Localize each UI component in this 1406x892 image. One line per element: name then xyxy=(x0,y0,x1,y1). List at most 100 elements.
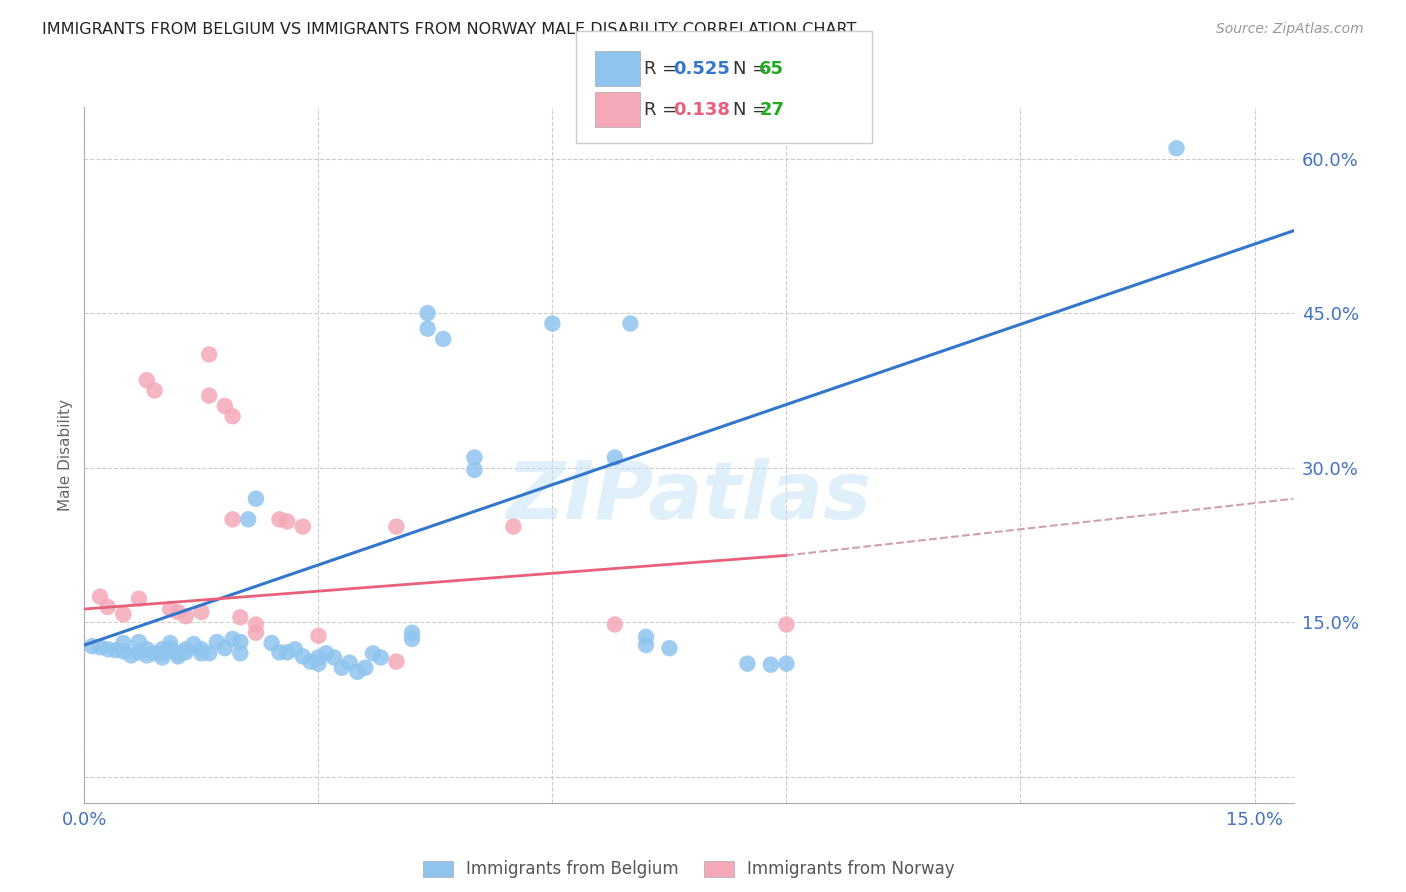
Point xyxy=(346,665,368,679)
Point xyxy=(401,632,423,646)
Point xyxy=(89,640,111,655)
Point xyxy=(307,657,329,671)
Point xyxy=(104,643,127,657)
Point xyxy=(245,625,267,640)
Point xyxy=(190,646,212,660)
Point xyxy=(307,650,329,665)
Point xyxy=(174,642,197,657)
Point xyxy=(159,642,181,657)
Text: 0.525: 0.525 xyxy=(673,60,730,78)
Point xyxy=(291,649,314,664)
Point xyxy=(502,519,524,533)
Point xyxy=(299,655,322,669)
Text: Source: ZipAtlas.com: Source: ZipAtlas.com xyxy=(1216,22,1364,37)
Point xyxy=(361,646,384,660)
Text: 65: 65 xyxy=(759,60,785,78)
Point xyxy=(541,317,564,331)
Point xyxy=(260,636,283,650)
Point xyxy=(315,646,337,660)
Point xyxy=(634,630,657,644)
Point xyxy=(385,655,408,669)
Point xyxy=(167,646,190,660)
Point xyxy=(385,519,408,533)
Text: N =: N = xyxy=(733,60,772,78)
Point xyxy=(97,642,120,657)
Point xyxy=(190,642,212,657)
Point xyxy=(120,648,142,663)
Point xyxy=(174,609,197,624)
Point xyxy=(221,409,243,424)
Text: IMMIGRANTS FROM BELGIUM VS IMMIGRANTS FROM NORWAY MALE DISABILITY CORRELATION CH: IMMIGRANTS FROM BELGIUM VS IMMIGRANTS FR… xyxy=(42,22,856,37)
Point xyxy=(221,512,243,526)
Point xyxy=(401,625,423,640)
Point xyxy=(284,642,307,657)
Point xyxy=(603,617,626,632)
Text: R =: R = xyxy=(644,60,683,78)
Point xyxy=(205,635,228,649)
Point xyxy=(229,646,252,660)
Point xyxy=(416,321,439,335)
Point xyxy=(159,602,181,616)
Point xyxy=(143,646,166,660)
Point xyxy=(128,635,150,649)
Point xyxy=(150,650,173,665)
Point xyxy=(97,599,120,614)
Point xyxy=(245,491,267,506)
Point xyxy=(229,635,252,649)
Point xyxy=(198,646,221,660)
Point xyxy=(112,607,135,622)
Point xyxy=(82,639,104,653)
Point xyxy=(463,450,485,465)
Point xyxy=(229,610,252,624)
Point xyxy=(159,636,181,650)
Point xyxy=(737,657,759,671)
Point xyxy=(269,512,291,526)
Point xyxy=(198,389,221,403)
Point xyxy=(603,450,626,465)
Point xyxy=(167,649,190,664)
Point xyxy=(463,463,485,477)
Point xyxy=(135,648,157,663)
Point xyxy=(1166,141,1188,155)
Point xyxy=(269,645,291,659)
Text: 0.138: 0.138 xyxy=(673,101,731,119)
Point xyxy=(112,636,135,650)
Point xyxy=(416,306,439,320)
Point xyxy=(128,645,150,659)
Point xyxy=(775,617,797,632)
Point xyxy=(370,650,392,665)
Point xyxy=(759,657,782,672)
Point xyxy=(323,650,346,665)
Point xyxy=(112,644,135,658)
Point xyxy=(167,605,190,619)
Point xyxy=(143,384,166,398)
Point xyxy=(89,590,111,604)
Point xyxy=(198,347,221,361)
Legend: Immigrants from Belgium, Immigrants from Norway: Immigrants from Belgium, Immigrants from… xyxy=(416,854,962,885)
Point xyxy=(135,373,157,387)
Y-axis label: Male Disability: Male Disability xyxy=(58,399,73,511)
Point xyxy=(619,317,641,331)
Point xyxy=(135,642,157,657)
Point xyxy=(128,591,150,606)
Point xyxy=(245,617,267,632)
Point xyxy=(291,519,314,533)
Point xyxy=(150,646,173,660)
Point xyxy=(238,512,260,526)
Point xyxy=(214,641,236,656)
Text: R =: R = xyxy=(644,101,683,119)
Point xyxy=(276,515,298,529)
Point xyxy=(634,638,657,652)
Point xyxy=(276,645,298,659)
Point xyxy=(183,637,205,651)
Point xyxy=(150,642,173,657)
Point xyxy=(775,657,797,671)
Text: ZIPatlas: ZIPatlas xyxy=(506,458,872,536)
Text: 27: 27 xyxy=(759,101,785,119)
Point xyxy=(190,605,212,619)
Point xyxy=(221,632,243,646)
Point xyxy=(174,645,197,659)
Point xyxy=(354,661,377,675)
Point xyxy=(339,656,361,670)
Point xyxy=(307,629,329,643)
